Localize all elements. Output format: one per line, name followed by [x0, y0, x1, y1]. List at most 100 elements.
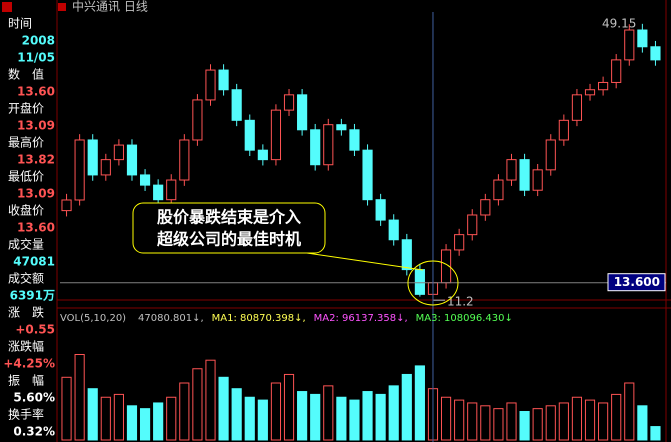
volume-bar — [139, 408, 151, 441]
candle-body — [74, 139, 85, 201]
candle-body — [126, 144, 138, 176]
cursor-price-box — [607, 273, 666, 292]
candle-body — [532, 169, 543, 191]
candle-body — [624, 29, 635, 61]
panel-value: 11/05 — [17, 51, 55, 65]
volume-bar — [153, 402, 164, 441]
vol-legend: MA3: 108096.430↓ — [416, 313, 513, 324]
candle-body — [401, 239, 412, 271]
panel-value: 13.09 — [17, 187, 55, 201]
candle-body — [283, 94, 295, 111]
volume-bar — [375, 393, 386, 441]
volume-bar — [414, 365, 425, 441]
panel-value: 2008 — [22, 34, 55, 48]
candle-body — [231, 89, 242, 121]
volume-bar — [349, 399, 360, 441]
volume-bar — [624, 382, 635, 441]
volume-bar — [611, 393, 622, 441]
candle-body — [414, 269, 425, 295]
volume-bar — [100, 396, 111, 441]
panel-value: 6391万 — [10, 289, 55, 303]
volume-bar — [126, 405, 138, 441]
low-label: 11.2 — [447, 295, 474, 309]
candle-body — [611, 59, 622, 83]
annotation-ring — [407, 260, 459, 306]
candle-body — [480, 199, 491, 216]
chart-title: 中兴通讯 日线 — [72, 0, 148, 14]
panel-label: 最高价 — [8, 135, 44, 150]
volume-bar — [493, 408, 504, 441]
candle-body — [519, 159, 530, 191]
panel-value: 5.60% — [13, 391, 55, 405]
candle-body — [244, 119, 255, 151]
candle-body — [637, 29, 648, 48]
panel-value: +0.55 — [15, 323, 55, 337]
candle-body — [506, 159, 517, 181]
volume-bar — [166, 396, 177, 441]
volume-bar — [532, 408, 543, 441]
volume-bar — [467, 402, 478, 441]
candle-body — [584, 89, 596, 96]
volume-bar — [205, 359, 216, 441]
candle-body — [598, 81, 609, 91]
volume-bar — [362, 391, 373, 441]
panel-value: 47081 — [13, 255, 55, 269]
candle-body — [336, 124, 347, 131]
candle-body — [388, 219, 399, 241]
candle-body — [297, 94, 308, 131]
panel-value: 13.82 — [17, 153, 55, 167]
annotation-text: 股价暴跌结束是介入 — [157, 208, 301, 227]
volume-bar — [283, 373, 295, 441]
candle-body — [270, 109, 282, 161]
annotation-leader — [299, 251, 424, 271]
volume-bar — [571, 396, 583, 441]
annotation-text: 超级公司的最佳时机 — [156, 230, 301, 249]
candle-body — [375, 199, 386, 221]
candle-body — [192, 99, 203, 141]
icon — [2, 2, 12, 12]
candle-body — [493, 179, 504, 201]
panel-label: 时间 — [8, 17, 32, 31]
panel-label: 开盘价 — [8, 101, 44, 116]
panel-value: 13.09 — [17, 119, 55, 133]
candle-body — [349, 129, 360, 151]
candle-body — [362, 149, 373, 201]
panel-label: 成交额 — [8, 271, 44, 286]
candle-body — [571, 94, 583, 121]
candle-body — [257, 149, 268, 161]
candle-body — [558, 119, 569, 141]
vol-legend: MA1: 80870.398↓, — [212, 313, 306, 324]
candle-body — [454, 234, 465, 251]
volume-bar — [506, 402, 517, 441]
candle-body — [100, 159, 111, 176]
candle-body — [139, 174, 151, 186]
high-label: 49.15 — [602, 16, 636, 30]
volume-bar — [310, 393, 321, 441]
volume-bar — [598, 402, 609, 441]
volume-bar — [113, 393, 124, 441]
volume-bar — [519, 411, 530, 441]
candle-body — [218, 69, 229, 91]
candle-body — [166, 179, 177, 201]
panel-label: 最低价 — [8, 170, 44, 184]
volume-bar — [297, 391, 308, 441]
candle-body — [650, 46, 661, 61]
panel-label: 涨跌幅 — [8, 339, 44, 354]
vol-title: VOL(5,10,20) — [60, 313, 126, 324]
panel-label: 振 幅 — [8, 373, 44, 388]
volume-bar — [558, 402, 569, 441]
candle-body — [205, 69, 216, 101]
vol-legend: 47080.801↓, — [138, 313, 204, 324]
volume-bar — [545, 405, 556, 441]
volume-bar — [388, 385, 399, 441]
candle-body — [153, 184, 164, 201]
volume-bar — [650, 426, 661, 441]
candle-body — [61, 199, 72, 212]
candle-body — [323, 124, 334, 166]
candle-body — [87, 139, 98, 176]
volume-bar — [270, 382, 282, 441]
annotation-box — [132, 202, 326, 254]
panel-value: 0.32% — [13, 425, 55, 439]
